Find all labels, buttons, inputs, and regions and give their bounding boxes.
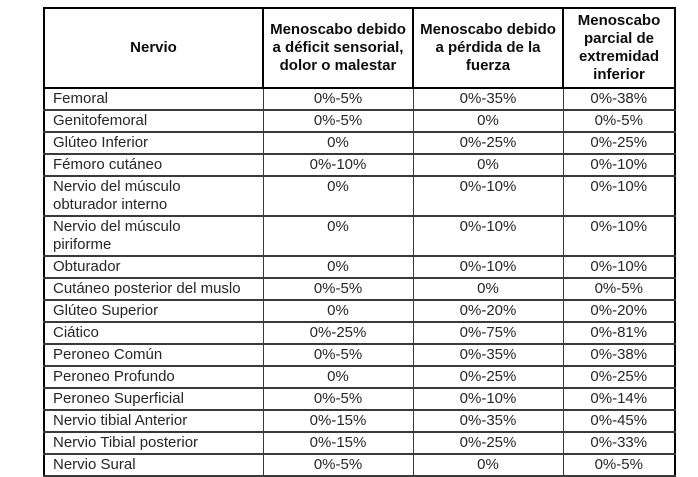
value-cell: 0% <box>262 175 414 217</box>
value-cell: 0%-35% <box>412 87 564 111</box>
nerve-name-cell: Peroneo Común <box>43 343 264 367</box>
table-row: Nervio del músculo obturador interno 0% 0%… <box>43 175 676 217</box>
table-row: Obturador 0% 0%-10% 0%-10% <box>43 255 676 279</box>
value-cell: 0%-25% <box>562 131 676 155</box>
value-cell: 0%-5% <box>262 387 414 411</box>
value-cell: 0%-10% <box>562 215 676 257</box>
value-cell: 0%-25% <box>412 365 564 389</box>
nerve-name-cell: Ciático <box>43 321 264 345</box>
table-row: Glúteo Superior 0% 0%-20% 0%-20% <box>43 299 676 323</box>
value-cell: 0% <box>412 453 564 477</box>
table-row: Nervio del músculo piriforme 0% 0%-10% 0%-1… <box>43 215 676 257</box>
value-cell: 0%-15% <box>262 409 414 433</box>
value-cell: 0%-35% <box>412 343 564 367</box>
value-cell: 0%-5% <box>262 109 414 133</box>
table-row: Peroneo Profundo 0% 0%-25% 0%-25% <box>43 365 676 389</box>
nerve-name-cell: Peroneo Profundo <box>43 365 264 389</box>
nerve-name-cell: Nervio Tibial posterior <box>43 431 264 455</box>
value-cell: 0%-25% <box>412 131 564 155</box>
value-cell: 0%-10% <box>562 153 676 177</box>
value-cell: 0% <box>412 109 564 133</box>
value-cell: 0% <box>262 299 414 323</box>
column-header: Menoscabo debido a pérdida de la fuerza <box>412 7 564 89</box>
table-row: Nervio Tibial posterior 0%-15% 0%-25% 0%-33… <box>43 431 676 455</box>
table-row: Fémoro cutáneo 0%-10% 0% 0%-10% <box>43 153 676 177</box>
value-cell: 0%-25% <box>562 365 676 389</box>
nerve-name-cell: Nervio Sural <box>43 453 264 477</box>
value-cell: 0%-5% <box>262 453 414 477</box>
value-cell: 0% <box>262 131 414 155</box>
value-cell: 0%-5% <box>262 343 414 367</box>
table-row: Cutáneo posterior del muslo 0%-5% 0% 0%-5% <box>43 277 676 301</box>
nerve-name-cell: Nervio del músculo piriforme <box>43 215 264 257</box>
header-row: Nervio Menoscabo debido a déficit sensori… <box>43 7 676 89</box>
column-header: Menoscabo debido a déficit sensorial, do… <box>262 7 414 89</box>
value-cell: 0%-45% <box>562 409 676 433</box>
table-row: Femoral 0%-5% 0%-35% 0%-38% <box>43 87 676 111</box>
value-cell: 0%-10% <box>412 255 564 279</box>
value-cell: 0%-14% <box>562 387 676 411</box>
table-row: Peroneo Superficial 0%-5% 0%-10% 0%-14% <box>43 387 676 411</box>
value-cell: 0%-10% <box>412 175 564 217</box>
nerve-name-cell: Cutáneo posterior del muslo <box>43 277 264 301</box>
value-cell: 0% <box>262 215 414 257</box>
value-cell: 0%-33% <box>562 431 676 455</box>
nerve-name-cell: Genitofemoral <box>43 109 264 133</box>
value-cell: 0%-10% <box>412 215 564 257</box>
table-body: Femoral 0%-5% 0%-35% 0%-38% Genitofemoral 0%-… <box>43 87 676 477</box>
value-cell: 0%-5% <box>562 109 676 133</box>
table-row: Genitofemoral 0%-5% 0% 0%-5% <box>43 109 676 133</box>
nerve-name-cell: Peroneo Superficial <box>43 387 264 411</box>
nerve-name-cell: Glúteo Superior <box>43 299 264 323</box>
value-cell: 0%-75% <box>412 321 564 345</box>
page: Nervio Menoscabo debido a déficit sensori… <box>43 7 676 477</box>
nerve-name-cell: Obturador <box>43 255 264 279</box>
column-header: Nervio <box>43 7 264 89</box>
value-cell: 0%-10% <box>412 387 564 411</box>
table-row: Glúteo Inferior 0% 0%-25% 0%-25% <box>43 131 676 155</box>
value-cell: 0%-38% <box>562 87 676 111</box>
value-cell: 0%-35% <box>412 409 564 433</box>
table-header: Nervio Menoscabo debido a déficit sensori… <box>43 7 676 89</box>
nerve-impairment-table: Nervio Menoscabo debido a déficit sensori… <box>43 7 676 477</box>
table-row: Nervio tibial Anterior 0%-15% 0%-35% 0%-45% <box>43 409 676 433</box>
value-cell: 0%-5% <box>562 453 676 477</box>
value-cell: 0%-38% <box>562 343 676 367</box>
value-cell: 0%-10% <box>562 175 676 217</box>
value-cell: 0%-15% <box>262 431 414 455</box>
column-header: Menoscabo parcial de extremidad inferior <box>562 7 676 89</box>
value-cell: 0% <box>262 255 414 279</box>
nerve-name-cell: Femoral <box>43 87 264 111</box>
nerve-name-cell: Nervio del músculo obturador interno <box>43 175 264 217</box>
value-cell: 0% <box>412 153 564 177</box>
value-cell: 0%-25% <box>412 431 564 455</box>
value-cell: 0%-10% <box>562 255 676 279</box>
value-cell: 0% <box>412 277 564 301</box>
nerve-name-cell: Glúteo Inferior <box>43 131 264 155</box>
table-row: Peroneo Común 0%-5% 0%-35% 0%-38% <box>43 343 676 367</box>
nerve-name-cell: Nervio tibial Anterior <box>43 409 264 433</box>
value-cell: 0%-25% <box>262 321 414 345</box>
value-cell: 0%-5% <box>262 87 414 111</box>
value-cell: 0%-5% <box>562 277 676 301</box>
value-cell: 0%-81% <box>562 321 676 345</box>
table-row: Ciático 0%-25% 0%-75% 0%-81% <box>43 321 676 345</box>
nerve-name-cell: Fémoro cutáneo <box>43 153 264 177</box>
value-cell: 0%-20% <box>562 299 676 323</box>
value-cell: 0%-20% <box>412 299 564 323</box>
value-cell: 0%-5% <box>262 277 414 301</box>
value-cell: 0% <box>262 365 414 389</box>
value-cell: 0%-10% <box>262 153 414 177</box>
table-row: Nervio Sural 0%-5% 0% 0%-5% <box>43 453 676 477</box>
